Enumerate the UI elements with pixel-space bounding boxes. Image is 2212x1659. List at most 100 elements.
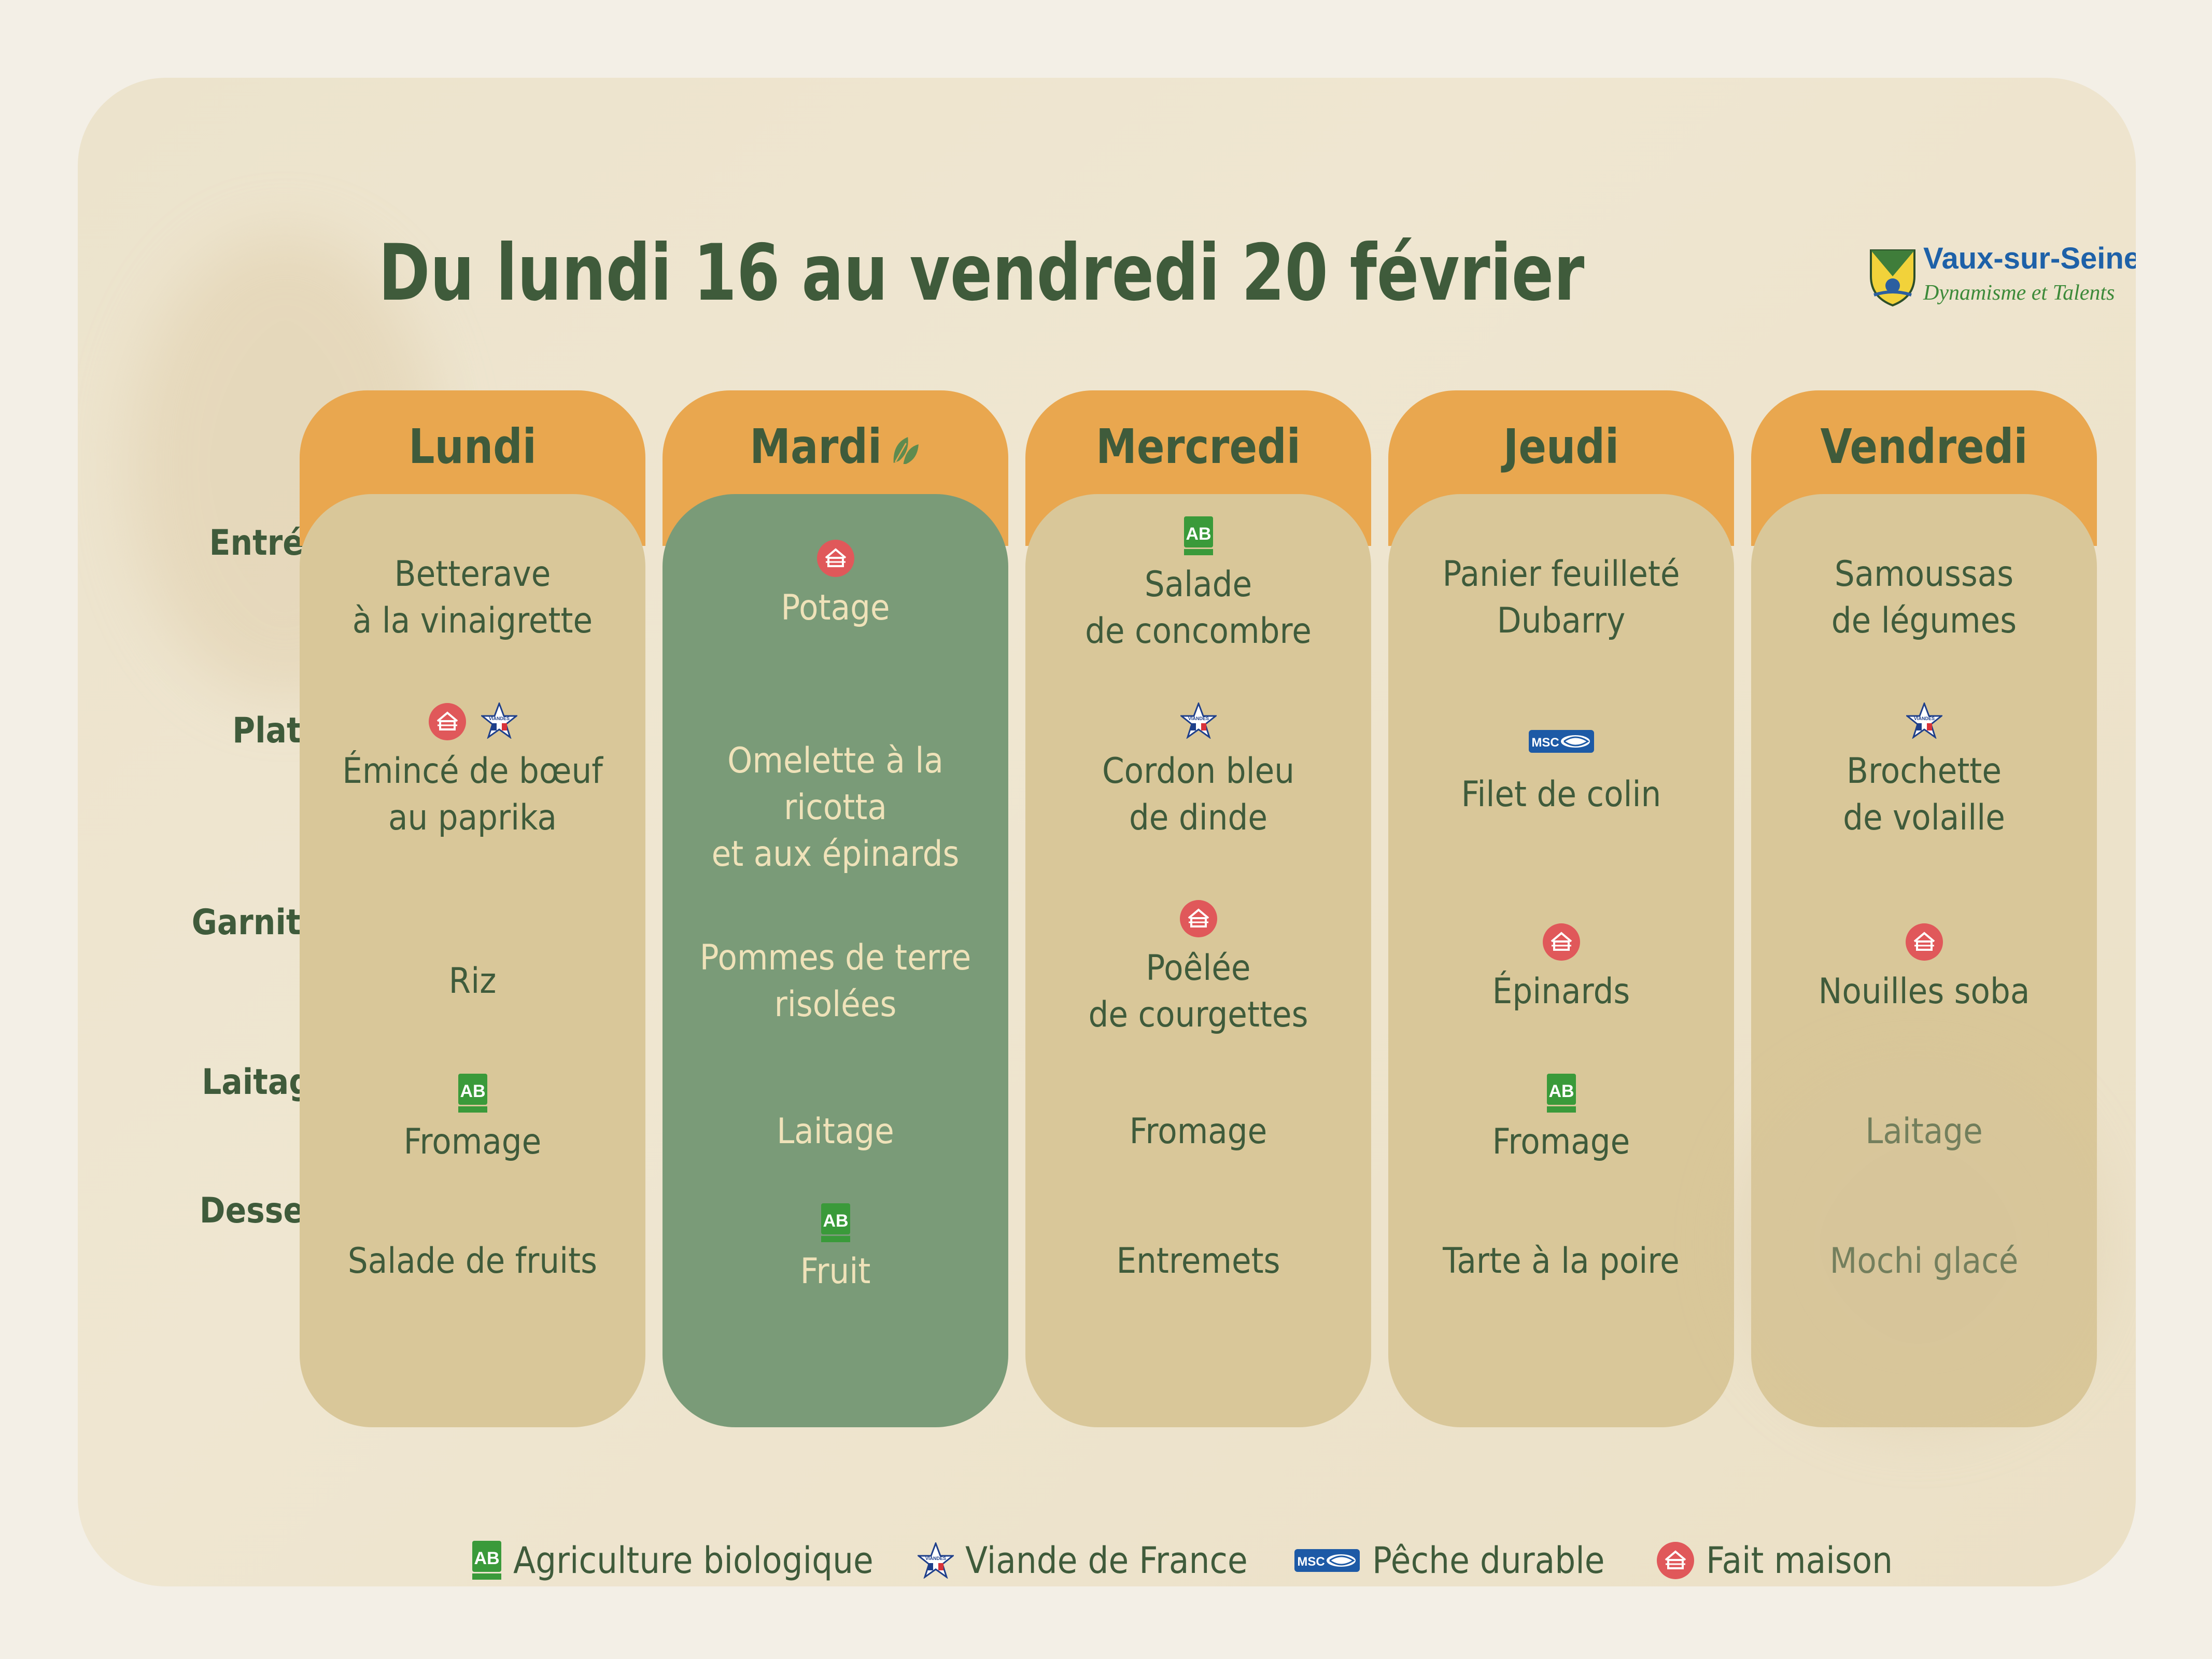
menu-item-line: au paprika <box>388 797 557 838</box>
item-icons <box>663 539 1008 581</box>
menu-item-laitage: Fromage <box>1042 1108 1354 1155</box>
menu-item-line: Filet de colin <box>1461 774 1661 815</box>
fait-maison-icon <box>1542 923 1581 964</box>
day-name-text: Jeudi <box>1503 419 1619 474</box>
menu-item-laitage: Laitage <box>680 1108 991 1155</box>
fait-maison-icon <box>816 539 855 581</box>
legend-label: Pêche durable <box>1372 1539 1605 1582</box>
legend-item-peche: MSC Pêche durable <box>1293 1537 1630 1584</box>
agriculture-biologique-icon: AB <box>458 1073 488 1115</box>
svg-text:VIANDES: VIANDES <box>1913 716 1934 721</box>
menu-item-entrée: Betterave à la vinaigrette <box>317 551 628 644</box>
menu-item-line: à la vinaigrette <box>352 600 593 641</box>
menu-item-line: de courgettes <box>1088 994 1308 1035</box>
menu-item-line: Fromage <box>403 1121 542 1162</box>
menu-item-plat: Omelette à la ricotta et aux épinards <box>680 738 991 878</box>
menu-item-plat: Émincé de bœuf au paprika <box>317 748 628 841</box>
menu-item-entrée: Samoussas de légumes <box>1768 551 2079 644</box>
legend-item-bio: AB Agriculture biologique <box>472 1537 913 1584</box>
row-label-plat: Plat <box>232 710 302 751</box>
svg-text:VIANDES: VIANDES <box>1188 716 1208 721</box>
agriculture-biologique-icon: AB <box>821 1203 851 1244</box>
item-icons <box>1388 923 1734 964</box>
day-name: Vendredi <box>1776 419 2073 474</box>
menu-item-garniture: Nouilles soba <box>1768 968 2079 1015</box>
day-menu-body <box>1025 494 1371 1427</box>
menu-item-line: de volaille <box>1843 797 2005 838</box>
viande-de-france-icon: VIANDES <box>916 1541 955 1579</box>
menu-item-garniture: Épinards <box>1405 968 1716 1015</box>
menu-item-line: Panier feuilleté <box>1442 554 1680 595</box>
menu-item-plat: Filet de colin <box>1405 771 1716 818</box>
menu-item-line: Samoussas <box>1834 554 2014 595</box>
peche-durable-icon: MSC <box>1293 1545 1361 1576</box>
item-icons: VIANDES <box>1751 701 2097 744</box>
item-icons: AB <box>300 1073 645 1115</box>
svg-text:MSC: MSC <box>1297 1555 1325 1569</box>
menu-item-entrée: Salade de concombre <box>1042 561 1354 655</box>
day-name-text: Mardi <box>750 419 882 474</box>
menu-item-laitage: Fromage <box>317 1119 628 1165</box>
item-icons <box>1751 923 2097 964</box>
menu-item-dessert: Entremets <box>1042 1238 1354 1285</box>
menu-item-line: Cordon bleu <box>1102 751 1295 792</box>
day-name: Mercredi <box>1050 419 1347 474</box>
menu-item-line: Salade de fruits <box>347 1241 598 1282</box>
menu-item-line: Laitage <box>1865 1111 1983 1152</box>
day-menu-body <box>300 494 645 1427</box>
menu-item-line: Tarte à la poire <box>1443 1241 1680 1282</box>
svg-text:VIANDES: VIANDES <box>925 1556 946 1561</box>
item-icons <box>1025 899 1371 941</box>
menu-item-line: Mochi glacé <box>1829 1241 2019 1282</box>
item-icons: VIANDES <box>1025 701 1371 744</box>
legend-item-maison: Fait maison <box>1656 1537 1913 1584</box>
day-column-vendredi: Vendredi Samoussas de légumes VIANDES Broche… <box>1751 390 2097 1427</box>
svg-text:AB: AB <box>474 1549 499 1568</box>
day-name-text: Lundi <box>408 419 537 474</box>
menu-item-line: Brochette <box>1847 751 2002 792</box>
svg-text:AB: AB <box>823 1211 848 1231</box>
menu-item-laitage: Laitage <box>1768 1108 2079 1155</box>
menu-card: Du lundi 16 au vendredi 20 février Vaux-… <box>78 78 2136 1586</box>
svg-text:AB: AB <box>1548 1081 1574 1101</box>
day-name: Lundi <box>324 419 622 474</box>
day-column-jeudi: Jeudi Panier feuilleté Dubarry MSC Filet de … <box>1388 390 1734 1427</box>
menu-item-line: de légumes <box>1831 600 2017 641</box>
town-logo: Vaux-sur-Seine Dynamisme et Talents <box>1869 241 2136 314</box>
day-menu-body <box>663 494 1008 1427</box>
day-name: Mardi <box>687 419 984 474</box>
leaf-icon <box>882 419 921 474</box>
menu-item-entrée: Potage <box>680 585 991 631</box>
menu-item-line: Fruit <box>800 1251 871 1292</box>
fait-maison-icon <box>1179 899 1218 941</box>
legend-label: Fait maison <box>1706 1539 1893 1582</box>
svg-text:MSC: MSC <box>1531 736 1559 750</box>
menu-item-garniture: Poêlée de courgettes <box>1042 945 1354 1038</box>
menu-item-laitage: Fromage <box>1405 1119 1716 1165</box>
menu-item-line: Riz <box>448 961 497 1002</box>
legend-item-viande: VIANDES Viande de France <box>916 1537 1279 1584</box>
menu-item-line: Fromage <box>1492 1121 1630 1162</box>
item-icons: VIANDES <box>300 701 645 744</box>
menu-item-line: Potage <box>781 587 890 628</box>
coat-of-arms-icon <box>1870 249 1915 307</box>
menu-item-garniture: Pommes de terre risolées <box>680 935 991 1028</box>
item-icons: MSC <box>1388 726 1734 767</box>
menu-item-entrée: Panier feuilleté Dubarry <box>1405 551 1716 644</box>
menu-item-line: Dubarry <box>1497 600 1626 641</box>
menu-item-line: Fromage <box>1129 1111 1267 1152</box>
menu-item-line: Omelette à la ricotta <box>727 740 943 828</box>
viande-de-france-icon: VIANDES <box>480 701 518 744</box>
menu-item-dessert: Salade de fruits <box>317 1238 628 1285</box>
menu-item-dessert: Fruit <box>680 1248 991 1295</box>
svg-text:AB: AB <box>1186 524 1211 544</box>
agriculture-biologique-icon: AB <box>472 1540 502 1581</box>
viande-de-france-icon: VIANDES <box>1905 701 1943 744</box>
menu-item-line: Laitage <box>777 1111 894 1152</box>
viande-de-france-icon: VIANDES <box>1179 701 1218 744</box>
menu-item-line: Épinards <box>1492 971 1630 1012</box>
agriculture-biologique-icon: AB <box>1546 1073 1576 1115</box>
menu-item-dessert: Tarte à la poire <box>1405 1238 1716 1285</box>
menu-item-garniture: Riz <box>317 958 628 1005</box>
fait-maison-icon <box>1656 1541 1695 1580</box>
